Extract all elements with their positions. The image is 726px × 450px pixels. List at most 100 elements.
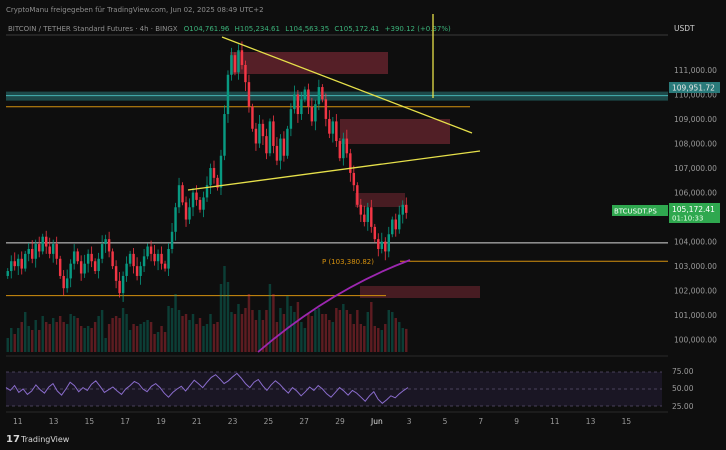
volume-bar [384, 324, 387, 352]
ascending-trendline[interactable] [187, 150, 481, 191]
volume-bar [6, 338, 9, 352]
candle-body [62, 275, 65, 289]
candle-body [76, 251, 79, 262]
candle-body [377, 239, 380, 249]
resistance-price-tag [669, 82, 720, 93]
volume-bar [69, 314, 72, 352]
volume-bar [307, 314, 310, 352]
volume-bar [335, 308, 338, 352]
volume-bar [345, 310, 349, 352]
candle-body [345, 138, 349, 154]
time-tick-label: 11 [13, 417, 23, 426]
descending-trendline[interactable] [221, 36, 473, 134]
candle-body [244, 64, 247, 83]
candle-body [195, 192, 198, 200]
ohlc-low: L104,563.35 [285, 25, 329, 33]
candle-body [219, 155, 223, 188]
candle-body [20, 258, 23, 269]
volume-bar [163, 332, 167, 352]
volume-bar [76, 318, 79, 352]
candle-body [142, 256, 146, 267]
volume-bar [349, 314, 352, 352]
price-tick-label: 100,000.00 [674, 336, 717, 345]
volume-bar [247, 294, 251, 352]
candle-body [104, 239, 107, 245]
volume-bar [51, 318, 55, 352]
volume-bar [79, 326, 83, 352]
moving-average-line [257, 259, 411, 353]
volume-bar [30, 330, 34, 352]
candle-body [132, 253, 135, 267]
time-tick-label: 25 [264, 417, 274, 426]
current-symbol-label: BTCUSDT.PS [614, 208, 657, 216]
candle-body [391, 219, 394, 235]
volume-bar [286, 296, 289, 352]
candle-body [13, 261, 16, 267]
volume-bar [244, 308, 247, 352]
rsi-pane[interactable]: 75.00 50.00 25.00 [5, 355, 694, 411]
candle-body [380, 241, 384, 249]
candle-body [27, 248, 30, 254]
volume-bar [184, 314, 188, 352]
current-symbol-tag [612, 205, 668, 216]
candle-body [331, 121, 335, 134]
candle-body [30, 248, 34, 259]
candle-body [93, 261, 97, 272]
volume-bar [303, 328, 307, 352]
demand-zone-low [360, 286, 480, 298]
volume-bar [170, 308, 174, 352]
time-tick-label: 19 [156, 417, 166, 426]
time-tick-label: 7 [478, 417, 483, 426]
symbol-line: BITCOIN / TETHER Standard Futures · 4h ·… [8, 25, 178, 33]
levels-layer [6, 91, 668, 297]
candle-body [177, 185, 181, 208]
candle-body [342, 138, 345, 159]
candle-body [373, 226, 377, 240]
candle-body [328, 118, 331, 134]
rsi-line [5, 372, 409, 404]
volume-bar [17, 328, 20, 352]
candle-body [335, 121, 338, 142]
tv-logo-icon: 17 [6, 434, 20, 445]
candle-body [72, 251, 76, 264]
time-axis[interactable]: 11 13 15 17 19 21 23 25 27 29 Jun 3 5 7 9 11 13 15 [13, 417, 631, 426]
symbol-title: BITCOIN / TETHER Standard Futures · 4h ·… [8, 25, 451, 33]
candle-body [51, 244, 55, 254]
candle-body [202, 197, 205, 210]
volume-bar [118, 318, 121, 352]
candle-body [261, 123, 265, 137]
volume-bar [317, 308, 321, 352]
candle-body [191, 192, 195, 208]
candle-body [300, 99, 303, 115]
ohlc-high: H105,234.61 [235, 25, 280, 33]
candle-body [272, 121, 275, 146]
volume-bar [27, 326, 30, 352]
time-tick-label: 29 [335, 417, 345, 426]
low-marker-label: P (103,380.82) [322, 258, 374, 266]
volume-bar [20, 322, 23, 352]
volume-bar [10, 328, 13, 352]
volume-layer [6, 266, 408, 352]
volume-bar [377, 328, 380, 352]
volume-bar [44, 322, 48, 352]
volume-bar [198, 318, 202, 352]
candle-body [359, 204, 363, 215]
volume-bar [209, 314, 212, 352]
volume-bar [370, 302, 373, 352]
candle-body [307, 89, 310, 107]
volume-bar [62, 322, 65, 352]
volume-bar [310, 316, 314, 352]
candle-body [394, 219, 397, 230]
tradingview-logo[interactable]: 17 TradingView [6, 434, 70, 445]
candle-body [209, 168, 212, 186]
time-tick-label: 13 [49, 417, 59, 426]
time-tick-label: Jun [370, 417, 383, 426]
volume-bar [240, 314, 244, 352]
candle-body [97, 258, 100, 272]
candle-body [286, 128, 289, 156]
ohlc-close: C105,172.41 [334, 25, 379, 33]
volume-bar [181, 316, 184, 352]
volume-bar [34, 320, 37, 352]
